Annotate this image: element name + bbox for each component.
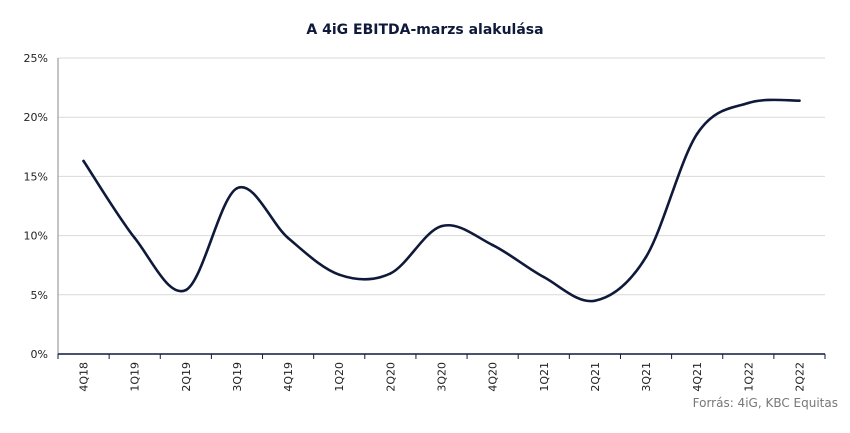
data-point (798, 99, 801, 102)
data-point (235, 186, 239, 190)
x-tick-label: 2Q21 (589, 362, 602, 392)
series-layer (82, 98, 801, 303)
data-point (440, 224, 443, 228)
y-tick-label: 20% (24, 111, 48, 124)
x-tick-label: 4Q20 (487, 362, 500, 392)
x-tick-label: 2Q19 (180, 362, 193, 392)
x-tick-label: 1Q19 (129, 362, 142, 392)
data-point (286, 236, 290, 240)
axes (57, 58, 826, 359)
data-point (593, 299, 597, 303)
x-tick-label: 3Q19 (231, 362, 244, 392)
source-note: Forrás: 4iG, KBC Equitas (692, 396, 838, 410)
y-tick-label: 0% (31, 348, 48, 361)
chart-title: A 4iG EBITDA-marzs alakulása (306, 22, 544, 38)
data-point (542, 275, 546, 279)
y-tick-label: 10% (24, 230, 48, 243)
x-tick-labels: 4Q18 1Q19 2Q19 3Q19 4Q19 1Q20 2Q20 3Q20 4Q20 1Q21… (78, 362, 807, 392)
data-point (82, 159, 85, 163)
data-point (133, 236, 136, 240)
data-point (491, 243, 494, 247)
y-tick-label: 5% (31, 289, 48, 302)
gridlines (58, 57, 825, 296)
x-tick-label: 4Q21 (691, 362, 704, 392)
data-point (184, 288, 188, 292)
x-tick-label: 1Q20 (333, 362, 346, 392)
x-tick-label: 4Q18 (78, 362, 91, 392)
data-point (644, 255, 648, 259)
x-tick-label: 2Q22 (793, 362, 806, 392)
y-tick-labels: 0% 5% 10% 15% 20% 25% (24, 52, 48, 361)
x-tick-label: 3Q20 (436, 362, 449, 392)
y-tick-label: 15% (24, 170, 48, 183)
x-tick-label: 1Q21 (538, 362, 551, 392)
data-point (389, 272, 392, 275)
data-point (695, 132, 699, 136)
data-point (337, 273, 341, 276)
y-tick-label: 25% (24, 52, 48, 65)
x-tick-label: 3Q21 (640, 362, 653, 392)
series-line (82, 98, 801, 303)
x-tick-label: 4Q19 (282, 362, 295, 392)
x-tick-label: 1Q22 (742, 362, 755, 392)
x-tick-label: 2Q20 (384, 362, 397, 392)
data-point (747, 101, 750, 105)
